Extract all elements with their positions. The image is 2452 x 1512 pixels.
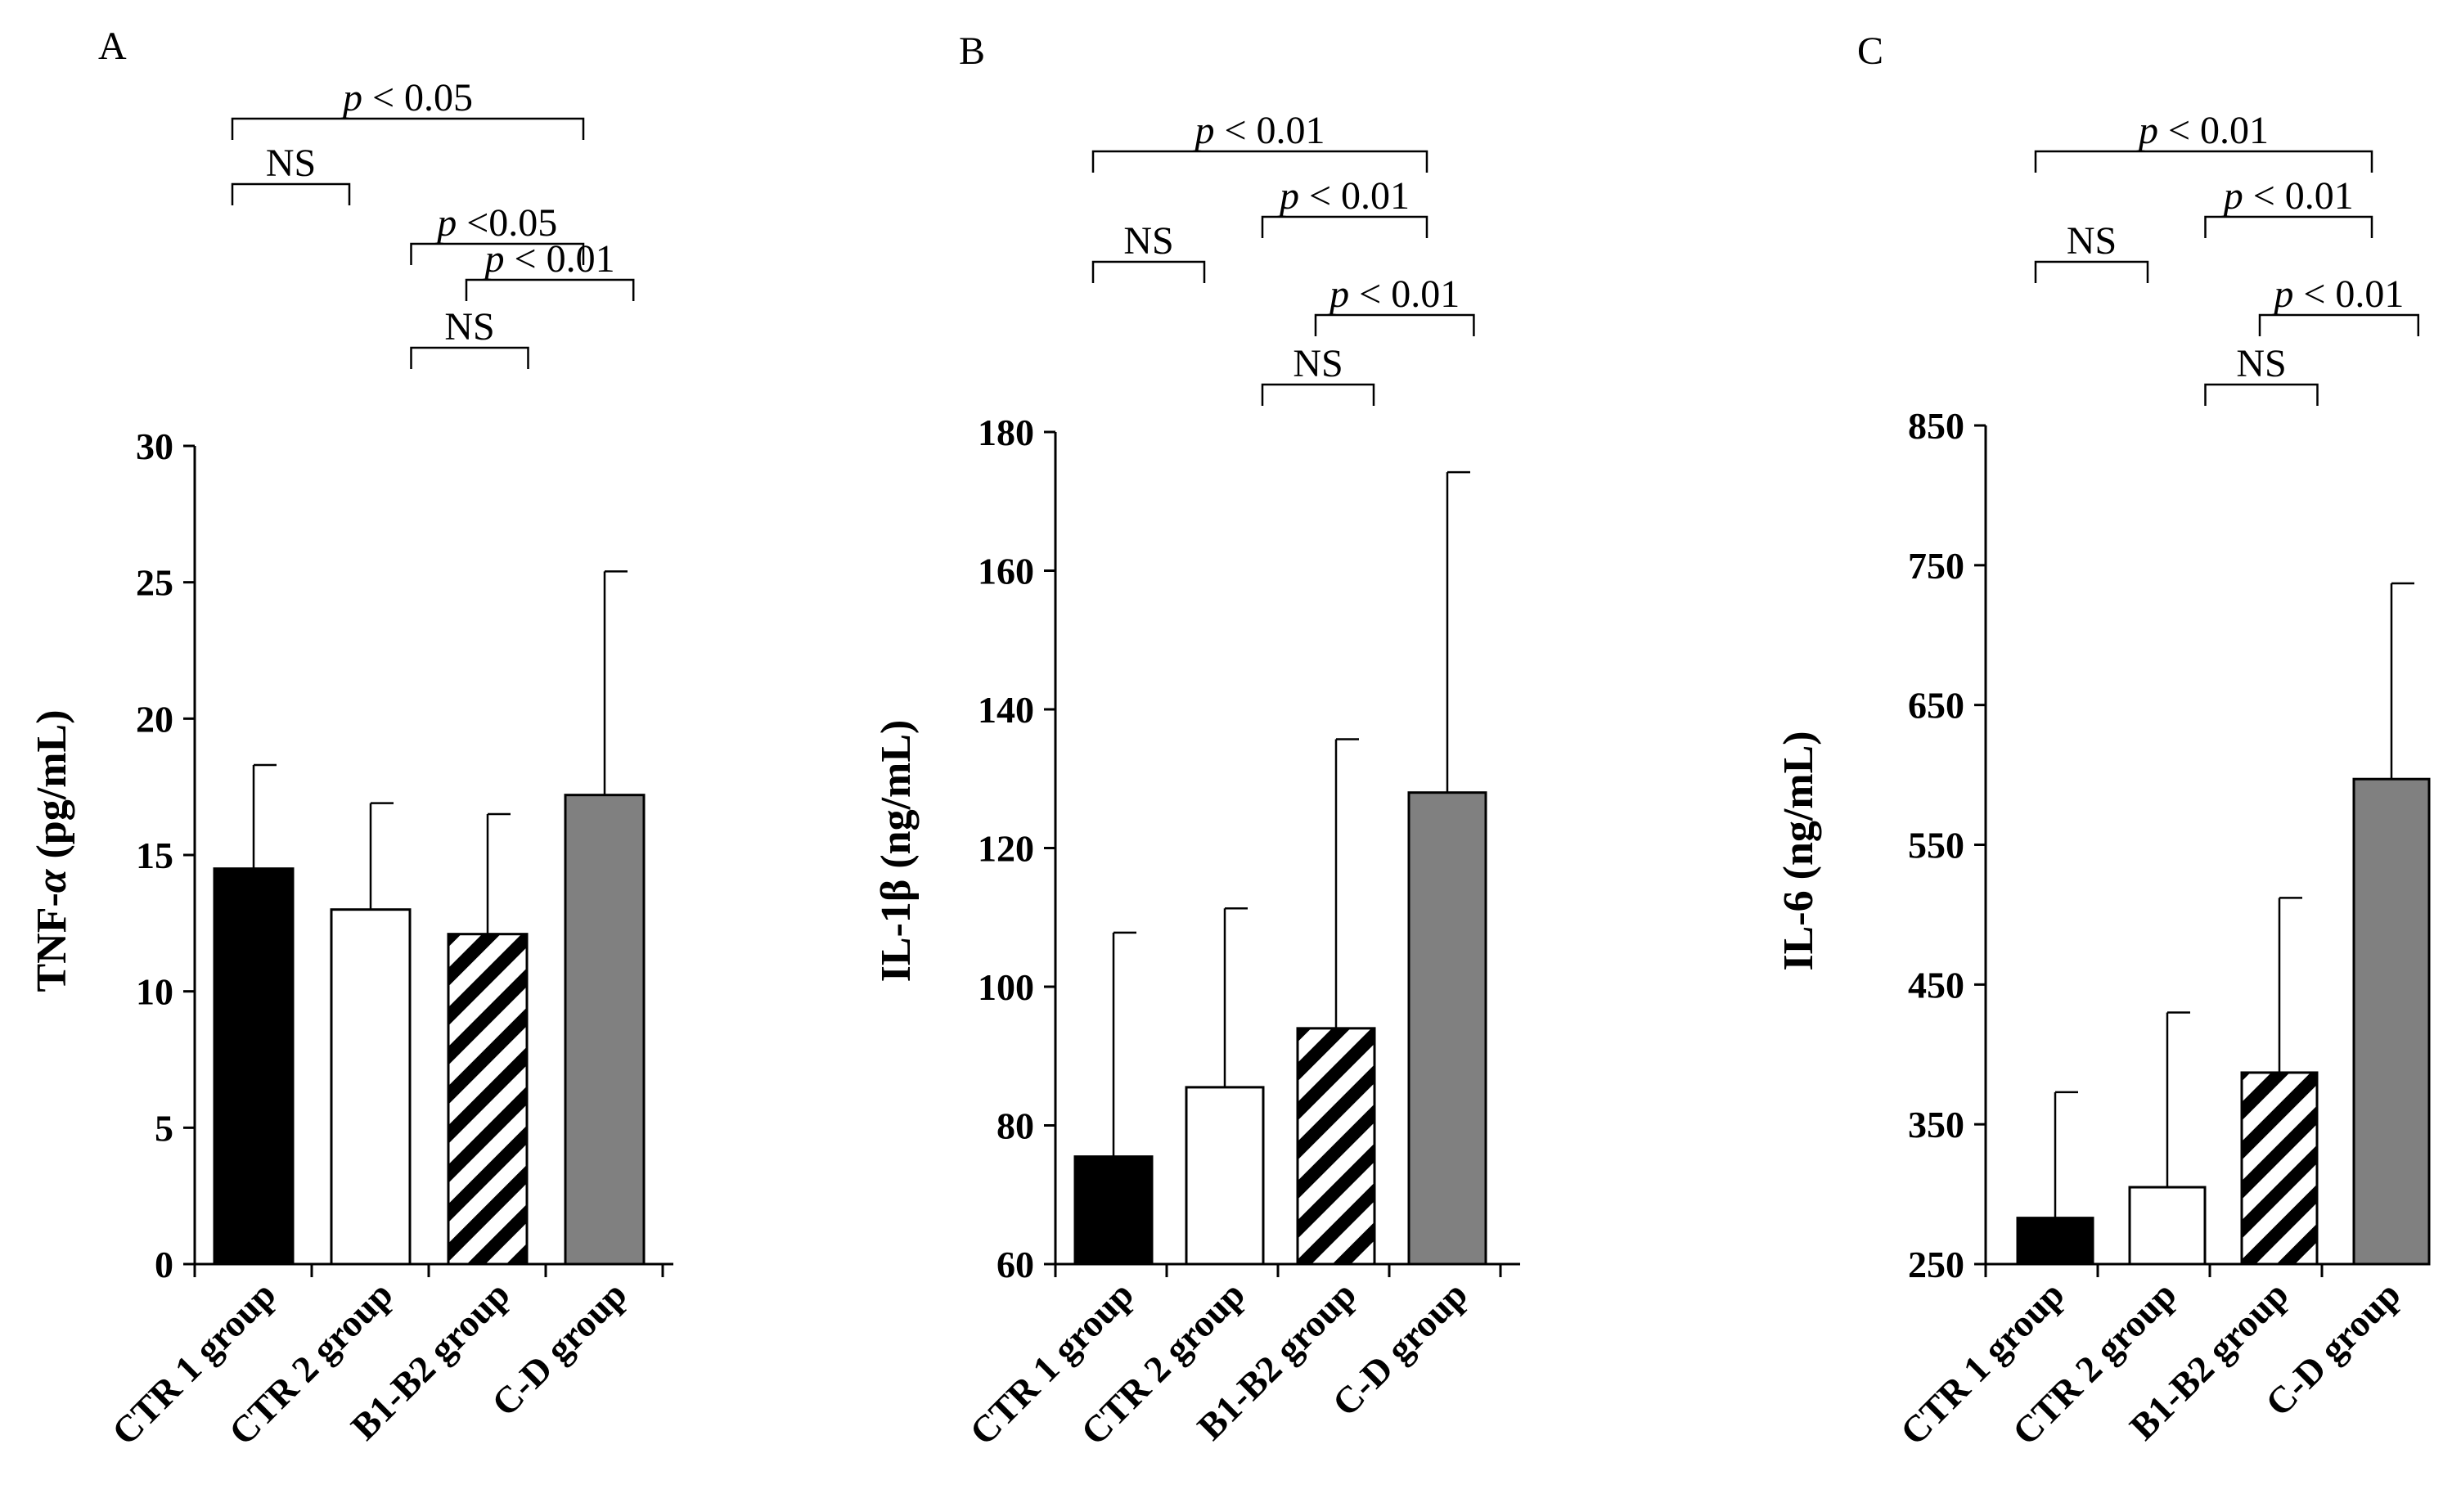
significance-label: p < 0.01 <box>1327 272 1460 316</box>
y-tick-label: 30 <box>136 425 173 467</box>
significance-bracket <box>1261 215 1428 238</box>
y-tick-label: 250 <box>1908 1244 1964 1285</box>
y-tick-label: 0 <box>155 1244 173 1285</box>
panel-c: C IL-6 (ng/mL) 250 350 450 550 650 750 850 p <… <box>1775 29 2431 1453</box>
significance-bracket <box>2204 215 2373 238</box>
y-tick-label: 25 <box>136 562 173 604</box>
significance-bracket <box>1091 150 1428 173</box>
y-tick-label: 60 <box>997 1244 1034 1285</box>
significance-bracket <box>231 182 351 205</box>
bar-black <box>1073 1155 1154 1266</box>
y-tick-label: 80 <box>997 1105 1034 1147</box>
bar-black <box>213 867 295 1266</box>
significance-bracket <box>410 346 529 369</box>
significance-label: p < 0.01 <box>2136 109 2269 152</box>
y-axis-label-greek: α <box>29 868 75 893</box>
significance-bracket <box>231 117 585 140</box>
y-axis-label-unit: (ng/mL) <box>873 720 920 880</box>
y-axis-label: IL-6 (ng/mL) <box>1775 731 1822 970</box>
y-tick-label: 180 <box>978 412 1034 453</box>
y-axis-label-main: IL-6 <box>1775 890 1822 970</box>
y-tick-label: 650 <box>1908 685 1964 727</box>
significance-label: NS <box>444 305 494 349</box>
y-tick-label: 550 <box>1908 825 1964 866</box>
bar-white <box>2128 1186 2207 1266</box>
significance-label: NS <box>1123 219 1173 263</box>
significance-label: NS <box>2236 342 2286 385</box>
y-axis-label: TNF-α (pg/mL) <box>29 709 75 992</box>
significance-label: p < 0.05 <box>340 76 473 119</box>
significance-bracket <box>2258 313 2420 336</box>
y-tick-label: 750 <box>1908 545 1964 587</box>
bar-white <box>330 908 412 1266</box>
y-axis-label-unit: (ng/mL) <box>1775 731 1822 890</box>
bar-black <box>2016 1217 2094 1266</box>
significance-bracket <box>1261 383 1375 406</box>
significance-label: p < 0.01 <box>2271 272 2404 316</box>
significance-bracket <box>2034 150 2373 173</box>
y-tick-label: 5 <box>155 1107 173 1149</box>
panel-label: A <box>98 25 127 68</box>
y-axis-label: IL-1β (ng/mL) <box>873 720 920 983</box>
y-tick-label: 850 <box>1908 405 1964 447</box>
significance-bracket <box>1091 260 1206 283</box>
bar-gray <box>564 794 646 1266</box>
bar-white <box>1185 1086 1265 1266</box>
significance-label: p <0.05 <box>434 201 557 245</box>
bar-striped <box>1296 1027 1376 1266</box>
panel-label: B <box>959 29 985 73</box>
significance-bracket <box>1314 313 1475 336</box>
bar-gray <box>2352 777 2431 1266</box>
y-tick-label: 100 <box>978 966 1034 1008</box>
panel-b: B IL-1β (ng/mL) 60 80 100 120 140 160 180 p < … <box>873 29 1520 1453</box>
significance-label: NS <box>266 142 316 185</box>
panel-a: A TNF-α (pg/mL) 0 5 10 15 20 25 30 p < 0.05 NS p… <box>29 25 673 1453</box>
bar-gray <box>1407 791 1487 1266</box>
significance-label: p < 0.01 <box>1277 174 1410 218</box>
significance-label: p < 0.01 <box>1192 109 1325 152</box>
y-axis-label-unit: (pg/mL) <box>29 709 75 869</box>
y-tick-label: 120 <box>978 828 1034 870</box>
y-tick-label: 140 <box>978 689 1034 731</box>
y-tick-label: 350 <box>1908 1104 1964 1145</box>
bar-striped <box>447 933 529 1266</box>
significance-label: p < 0.01 <box>483 237 615 281</box>
bar-striped <box>2240 1071 2319 1266</box>
significance-bracket <box>2034 260 2149 283</box>
significance-bracket <box>2204 383 2319 406</box>
y-tick-label: 20 <box>136 698 173 740</box>
y-tick-label: 160 <box>978 551 1034 592</box>
y-axis-label-main: IL-1β <box>873 880 920 983</box>
y-tick-label: 15 <box>136 835 173 876</box>
panel-label: C <box>1857 29 1883 73</box>
significance-label: NS <box>1293 342 1343 385</box>
significance-label: NS <box>2067 219 2117 263</box>
y-axis-label-main: TNF- <box>29 893 75 992</box>
y-tick-label: 450 <box>1908 964 1964 1006</box>
significance-bracket <box>465 278 635 301</box>
y-tick-label: 10 <box>136 971 173 1013</box>
significance-bracket <box>410 242 585 265</box>
significance-label: p < 0.01 <box>2221 174 2354 218</box>
